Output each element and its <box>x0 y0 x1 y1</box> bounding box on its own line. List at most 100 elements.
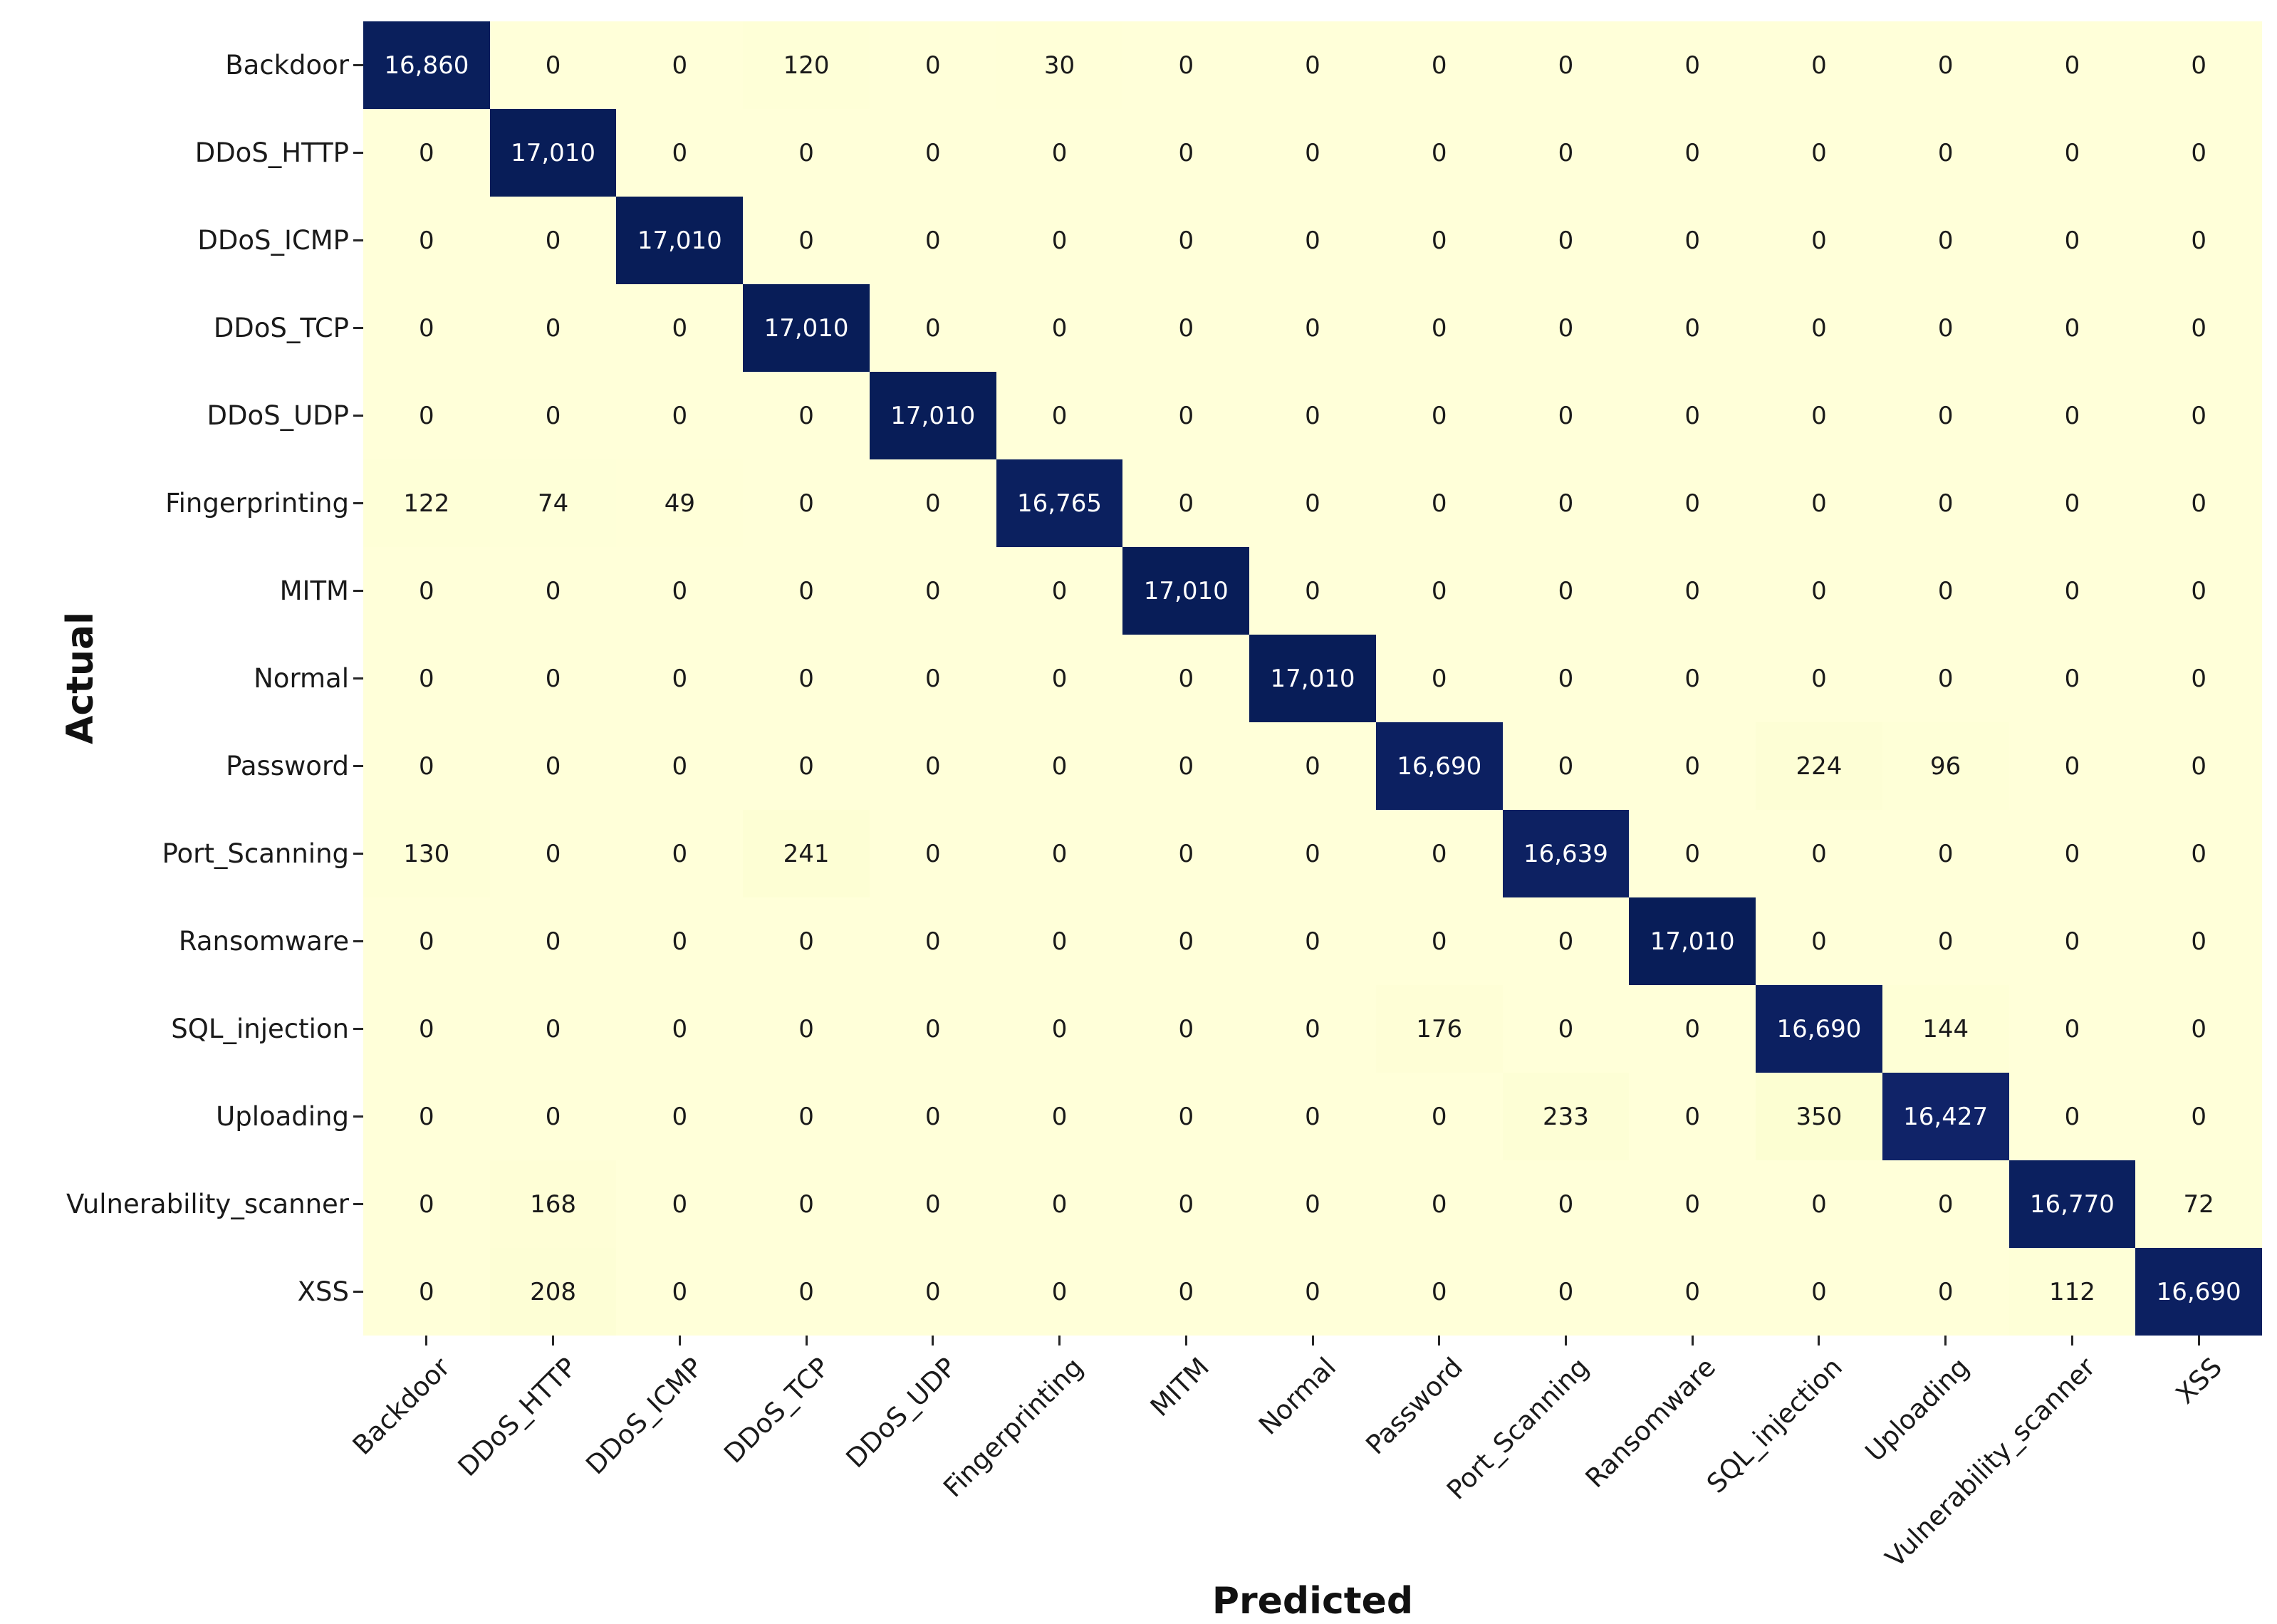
matrix-cell: 0 <box>1629 547 1756 635</box>
matrix-cell: 0 <box>2008 547 2136 635</box>
matrix-cell: 168 <box>489 1160 617 1248</box>
y-tick-mark <box>353 853 363 855</box>
matrix-cell: 0 <box>869 635 996 722</box>
matrix-cell: 0 <box>489 547 617 635</box>
y-tick-label: MITM <box>279 576 349 606</box>
matrix-cell: 350 <box>1756 1073 1882 1160</box>
matrix-cell: 0 <box>1375 372 1503 459</box>
matrix-cell: 0 <box>363 897 490 985</box>
matrix-cell: 0 <box>743 635 870 722</box>
x-tick-mark <box>1691 1336 1694 1345</box>
matrix-cell: 16,770 <box>2008 1160 2136 1248</box>
matrix-cell: 96 <box>1882 722 2009 810</box>
y-tick-label: XSS <box>297 1276 349 1307</box>
matrix-cell: 208 <box>489 1248 617 1336</box>
matrix-cell: 0 <box>1502 1160 1630 1248</box>
matrix-cell: 0 <box>743 109 870 197</box>
matrix-cell: 0 <box>1756 372 1882 459</box>
y-tick-mark <box>353 765 363 767</box>
matrix-cell: 0 <box>616 547 744 635</box>
matrix-cell: 0 <box>1375 284 1503 372</box>
matrix-cell: 224 <box>1756 722 1882 810</box>
matrix-cell: 0 <box>996 985 1123 1073</box>
heatmap-grid: 16,860 0 0 120 0 30 0 0 0 0 0 0 0 0 0 0 17,010 0 0 0 0 0 0 0 0 0 0… <box>363 21 2262 1336</box>
matrix-cell: 0 <box>1629 459 1756 547</box>
matrix-cell: 0 <box>1756 547 1882 635</box>
matrix-cell: 74 <box>489 459 617 547</box>
matrix-cell: 0 <box>616 722 744 810</box>
matrix-cell: 0 <box>1249 372 1376 459</box>
matrix-cell: 0 <box>363 109 490 197</box>
matrix-cell: 0 <box>489 372 617 459</box>
y-tick-mark <box>353 590 363 592</box>
matrix-cell: 0 <box>869 547 996 635</box>
matrix-cell: 0 <box>1502 372 1630 459</box>
matrix-cell: 0 <box>869 284 996 372</box>
matrix-cell: 16,639 <box>1502 810 1630 897</box>
matrix-cell: 0 <box>869 722 996 810</box>
matrix-cell: 144 <box>1882 985 2009 1073</box>
matrix-cell: 0 <box>1882 1160 2009 1248</box>
matrix-cell: 0 <box>2135 197 2262 284</box>
matrix-cell: 0 <box>2008 1073 2136 1160</box>
matrix-cell: 0 <box>1375 1248 1503 1336</box>
matrix-cell: 0 <box>616 284 744 372</box>
matrix-cell: 0 <box>996 810 1123 897</box>
matrix-cell: 0 <box>2135 21 2262 109</box>
y-tick-mark <box>353 940 363 942</box>
matrix-cell: 17,010 <box>1122 547 1250 635</box>
matrix-cell: 0 <box>1249 897 1376 985</box>
matrix-cell: 0 <box>1375 547 1503 635</box>
matrix-cell: 0 <box>743 1073 870 1160</box>
matrix-cell: 0 <box>2135 635 2262 722</box>
matrix-cell: 0 <box>743 897 870 985</box>
matrix-cell: 0 <box>869 459 996 547</box>
matrix-cell: 30 <box>996 21 1123 109</box>
y-tick-label: SQL_injection <box>171 1014 349 1044</box>
matrix-cell: 0 <box>869 109 996 197</box>
matrix-cell: 0 <box>1882 109 2009 197</box>
matrix-cell: 0 <box>1629 1160 1756 1248</box>
matrix-cell: 0 <box>1122 1073 1250 1160</box>
matrix-cell: 0 <box>1629 1073 1756 1160</box>
matrix-cell: 0 <box>1629 985 1756 1073</box>
matrix-cell: 0 <box>616 985 744 1073</box>
matrix-cell: 0 <box>1629 109 1756 197</box>
matrix-cell: 0 <box>869 21 996 109</box>
matrix-cell: 72 <box>2135 1160 2262 1248</box>
matrix-cell: 0 <box>2008 810 2136 897</box>
x-tick-mark <box>1564 1336 1567 1345</box>
y-tick-label: Port_Scanning <box>162 838 349 869</box>
matrix-cell: 0 <box>996 1248 1123 1336</box>
matrix-cell: 0 <box>489 985 617 1073</box>
matrix-cell: 0 <box>363 635 490 722</box>
matrix-cell: 233 <box>1502 1073 1630 1160</box>
matrix-cell: 0 <box>363 197 490 284</box>
matrix-cell: 0 <box>996 897 1123 985</box>
matrix-cell: 0 <box>2008 985 2136 1073</box>
matrix-cell: 0 <box>1375 21 1503 109</box>
matrix-cell: 0 <box>489 21 617 109</box>
matrix-cell: 0 <box>363 372 490 459</box>
matrix-cell: 0 <box>363 722 490 810</box>
matrix-cell: 0 <box>1122 284 1250 372</box>
matrix-cell: 0 <box>2135 1073 2262 1160</box>
matrix-cell: 0 <box>743 372 870 459</box>
matrix-cell: 0 <box>1882 635 2009 722</box>
matrix-cell: 0 <box>616 1073 744 1160</box>
matrix-cell: 0 <box>1249 197 1376 284</box>
x-tick-mark <box>1438 1336 1441 1345</box>
matrix-cell: 0 <box>1756 810 1882 897</box>
matrix-cell: 0 <box>2008 722 2136 810</box>
matrix-cell: 0 <box>869 985 996 1073</box>
x-tick-mark <box>2070 1336 2073 1345</box>
x-tick-mark <box>425 1336 428 1345</box>
matrix-cell: 0 <box>996 109 1123 197</box>
matrix-cell: 0 <box>743 1248 870 1336</box>
matrix-cell: 0 <box>1502 635 1630 722</box>
matrix-cell: 0 <box>996 1073 1123 1160</box>
matrix-cell: 0 <box>489 635 617 722</box>
matrix-cell: 0 <box>1122 897 1250 985</box>
matrix-cell: 17,010 <box>1249 635 1376 722</box>
y-tick-label: Password <box>226 751 349 781</box>
